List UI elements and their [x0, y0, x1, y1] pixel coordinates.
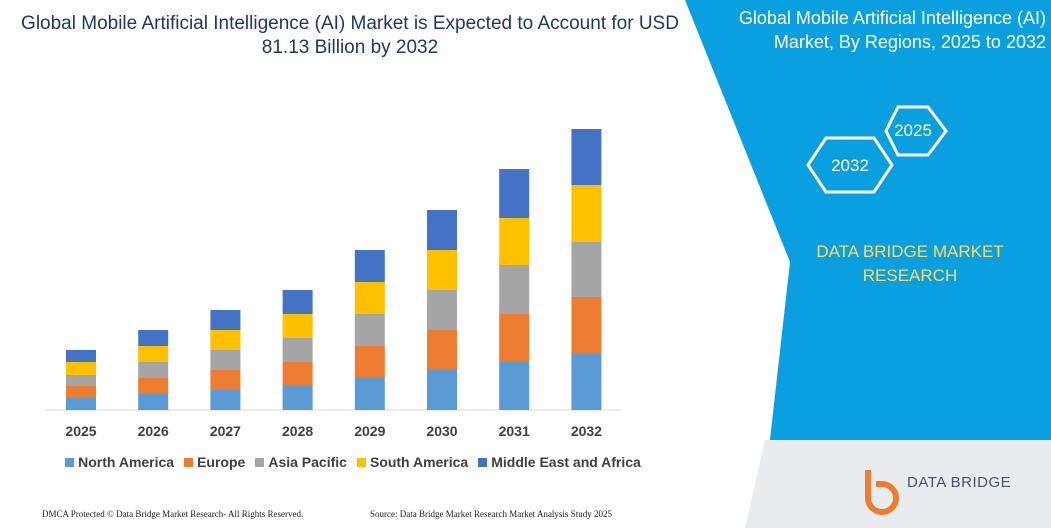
legend-swatch [255, 458, 265, 467]
bar-segment [138, 362, 169, 378]
bar-segment [66, 350, 96, 362]
bar-segment [354, 346, 385, 378]
bar-segment [427, 250, 457, 290]
hexagon-label: 2032 [831, 156, 869, 175]
legend-item: Middle East and Africa [478, 454, 641, 470]
bar-segment [66, 398, 96, 410]
bar-segment [354, 282, 385, 314]
legend-label: South America [369, 454, 469, 470]
logo-icon [865, 470, 899, 515]
bar-segment [210, 310, 241, 330]
hexagon-label: 2025 [894, 121, 932, 140]
bar-segment [354, 250, 385, 282]
bar-segment [427, 290, 457, 330]
bar-segment [499, 169, 530, 218]
legend-swatch [65, 458, 75, 467]
legend-item: Europe [184, 454, 245, 470]
bar-segment [571, 354, 602, 410]
footer-source: Source: Data Bridge Market Research Mark… [370, 509, 612, 519]
hexagon [806, 136, 894, 194]
footer-note: DMCA Protected © Data Bridge Market Rese… [42, 509, 304, 519]
bar-segment [282, 314, 313, 338]
x-tick-label: 2032 [571, 423, 602, 439]
bar-segment [210, 350, 241, 370]
panel-title: Global Mobile Artificial Intelligence (A… [738, 8, 1046, 52]
bar-segment [282, 386, 313, 410]
bar-segment [282, 290, 313, 314]
legend-item: North America [65, 454, 174, 470]
panel-background [685, 0, 1051, 528]
legend-swatch [356, 458, 366, 467]
hexagon [884, 105, 948, 157]
legend: North America Europe Asia Pacific South Ame… [0, 454, 706, 470]
bar-segment [571, 185, 602, 242]
bar-segment [499, 218, 530, 265]
bar-segment [499, 314, 530, 362]
bar-segment [138, 394, 169, 410]
bar-segment [427, 330, 457, 370]
legend-label: Asia Pacific [268, 454, 347, 470]
legend-item: Asia Pacific [255, 454, 347, 470]
bar-segment [354, 314, 385, 346]
legend-label: North America [78, 454, 175, 470]
bar-segment [427, 210, 457, 250]
bar-segment [210, 370, 241, 390]
x-tick-label: 2025 [65, 423, 96, 439]
legend-label: Europe [197, 454, 246, 470]
x-tick-label: 2031 [499, 423, 530, 439]
x-tick-label: 2029 [354, 423, 385, 439]
bar-segment [66, 386, 96, 398]
x-tick-label: 2026 [138, 423, 169, 439]
bar-segment [499, 362, 530, 410]
chart-title: Global Mobile Artificial Intelligence (A… [21, 13, 679, 58]
legend-swatch [478, 458, 488, 467]
bar-segment [66, 362, 96, 375]
logo-text: DATA BRIDGE [907, 474, 1012, 491]
legend-item: South America [356, 454, 469, 470]
bar-segment [571, 297, 602, 354]
bar-segment [138, 330, 169, 346]
bar-segment [66, 375, 96, 386]
legend-label: Middle East and Africa [491, 454, 641, 470]
bar-segment [282, 362, 313, 386]
x-tick-label: 2027 [210, 423, 241, 439]
bar-segment [571, 129, 602, 185]
legend-swatch [184, 458, 194, 467]
x-tick-label: 2028 [282, 423, 313, 439]
bar-segment [354, 378, 385, 410]
bar-segment [138, 346, 169, 362]
bar-segment [571, 242, 602, 297]
bar-segment [210, 390, 241, 410]
bar-segment [427, 370, 457, 410]
brand: DATA BRIDGE MARKET RESEARCH [816, 242, 1004, 285]
bar-segment [282, 338, 313, 362]
bar-segment [210, 330, 241, 350]
bar-segment [138, 378, 169, 394]
bar-segment [499, 265, 530, 314]
logo-background [745, 440, 1051, 528]
x-tick-label: 2030 [426, 423, 457, 439]
